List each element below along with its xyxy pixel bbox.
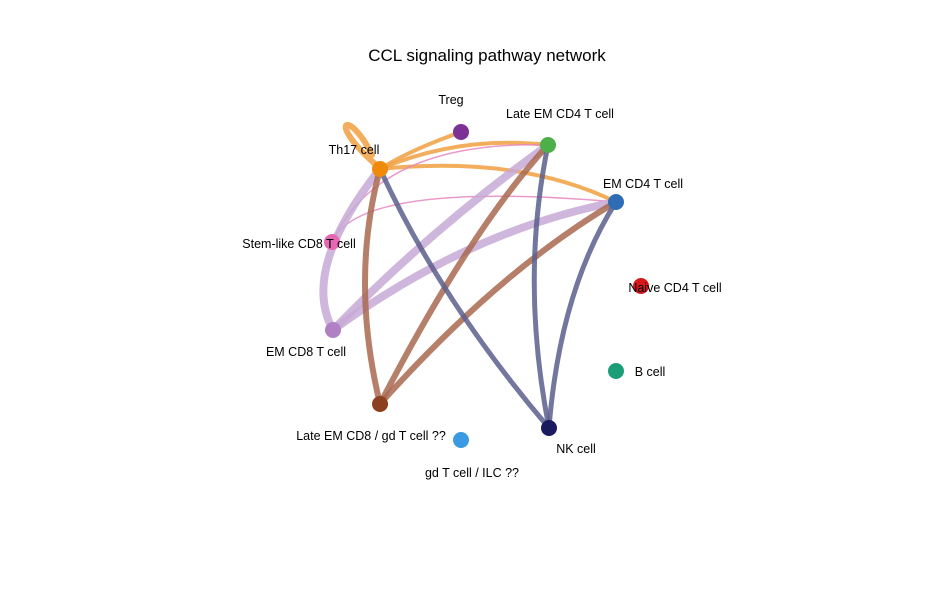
node-label-nk: NK cell xyxy=(556,442,596,456)
node-nk xyxy=(541,420,557,436)
node-b_cell xyxy=(608,363,624,379)
node-naive_cd4 xyxy=(633,278,649,294)
edge-th17-to-th17 xyxy=(342,122,377,166)
node-stem_cd8 xyxy=(324,234,340,250)
node-label-stem_cd8: Stem-like CD8 T cell xyxy=(242,237,355,251)
edge-nk-to-late_em_cd4 xyxy=(531,142,552,431)
node-treg xyxy=(453,124,469,140)
edge-late_em_cd8-to-em_cd4 xyxy=(377,199,619,407)
edge-em_cd8-to-late_em_cd4 xyxy=(329,141,552,334)
node-label-late_em_cd8: Late EM CD8 / gd T cell ?? xyxy=(296,429,446,443)
edge-late_em_cd8-to-th17 xyxy=(362,166,383,407)
node-em_cd4 xyxy=(608,194,624,210)
node-label-late_em_cd4: Late EM CD4 T cell xyxy=(506,107,614,121)
edge-nk-to-em_cd4 xyxy=(546,199,619,431)
node-late_em_cd4 xyxy=(540,137,556,153)
diagram-title: CCL signaling pathway network xyxy=(368,46,606,65)
node-label-em_cd8: EM CD8 T cell xyxy=(266,345,346,359)
node-em_cd8 xyxy=(325,322,341,338)
edge-th17-to-late_em_cd4 xyxy=(378,140,550,171)
node-label-em_cd4: EM CD4 T cell xyxy=(603,177,683,191)
nodes-layer xyxy=(324,124,649,448)
node-label-naive_cd4: Naive CD4 T cell xyxy=(628,281,721,295)
node-label-th17: Th17 cell xyxy=(329,143,380,157)
edge-em_cd8-to-th17 xyxy=(319,165,384,334)
labels-layer: Treg Late EM CD4 T cell Th17 cell EM CD4 T … xyxy=(242,93,721,480)
node-label-treg: Treg xyxy=(438,93,463,107)
edge-nk-to-th17 xyxy=(377,166,552,431)
node-late_em_cd8 xyxy=(372,396,388,412)
node-th17 xyxy=(372,161,388,177)
edge-late_em_cd8-to-late_em_cd4 xyxy=(377,142,551,407)
node-gd_ilc xyxy=(453,432,469,448)
edges-layer xyxy=(319,122,620,431)
node-label-gd_ilc: gd T cell / ILC ?? xyxy=(425,466,519,480)
node-label-b_cell: B cell xyxy=(635,365,666,379)
